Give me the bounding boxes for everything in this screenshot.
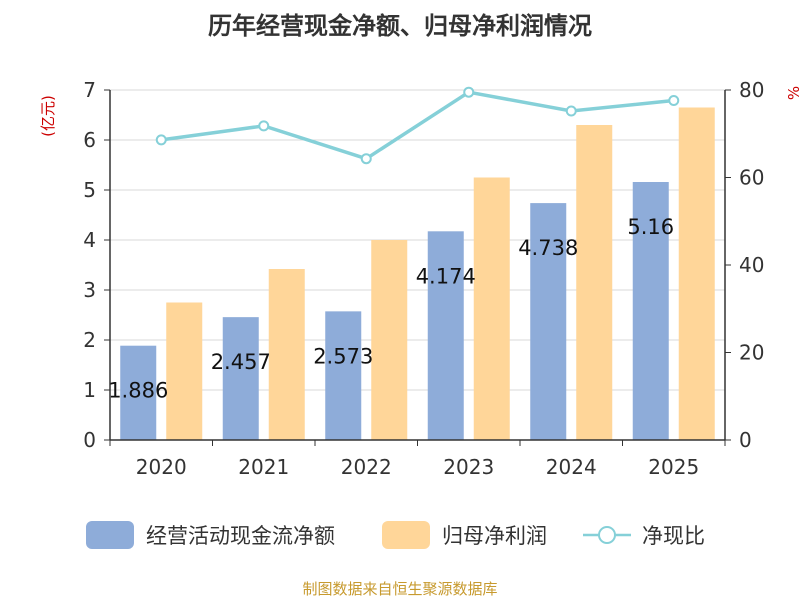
x-tick-label: 2020 xyxy=(136,455,187,479)
legend-swatch-operating-cashflow xyxy=(86,521,134,549)
bar-operating-cashflow xyxy=(222,317,259,440)
x-tick-label: 2023 xyxy=(443,455,494,479)
legend-label: 归母净利润 xyxy=(442,524,547,548)
y-tick-label: 2 xyxy=(83,328,96,352)
y2-tick-label: 20 xyxy=(739,341,764,365)
chart-title: 历年经营现金净额、归母净利润情况 xyxy=(208,12,592,40)
legend-label: 经营活动现金流净额 xyxy=(146,524,335,548)
bar-net-profit xyxy=(576,125,613,440)
y2-tick-label: 40 xyxy=(739,253,764,277)
y2-tick-label: 0 xyxy=(739,428,752,452)
legend-swatch-net-profit xyxy=(382,521,430,549)
y-tick-label: 4 xyxy=(83,228,96,252)
y-tick-label: 7 xyxy=(83,78,96,102)
bar-operating-cashflow xyxy=(120,345,157,440)
y-tick-label: 6 xyxy=(83,128,96,152)
y-tick-label: 1 xyxy=(83,378,96,402)
data-label: 2.457 xyxy=(211,350,271,374)
bar-net-profit xyxy=(371,240,408,440)
data-label: 4.738 xyxy=(518,236,578,260)
line-cash-ratio xyxy=(161,90,674,161)
data-label: 2.573 xyxy=(313,344,373,368)
line-point xyxy=(155,134,167,146)
y-tick-label: 5 xyxy=(83,178,96,202)
y2-tick-label: 80 xyxy=(739,78,764,102)
data-label: 4.174 xyxy=(416,264,476,288)
data-label: 5.16 xyxy=(627,215,674,239)
legend-label: 净现比 xyxy=(642,524,705,548)
y2-axis-unit-label: % xyxy=(785,86,800,100)
line-point xyxy=(258,120,270,132)
y-axis-unit-label: (亿元) xyxy=(39,95,57,137)
bar-net-profit xyxy=(268,269,305,440)
bar-operating-cashflow xyxy=(427,231,464,440)
bar-net-profit xyxy=(166,302,203,440)
bar-net-profit xyxy=(678,107,715,440)
data-source-note: 制图数据来自恒生聚源数据库 xyxy=(302,580,498,598)
legend-marker-cash-ratio xyxy=(598,526,616,544)
x-tick-label: 2024 xyxy=(546,455,597,479)
y2-tick-label: 60 xyxy=(739,166,764,190)
bar-operating-cashflow xyxy=(632,182,669,440)
data-label: 1.886 xyxy=(108,379,168,403)
y-tick-label: 3 xyxy=(83,278,96,302)
bar-net-profit xyxy=(473,177,510,440)
x-tick-label: 2022 xyxy=(341,455,392,479)
bar-operating-cashflow xyxy=(530,203,567,440)
x-tick-label: 2021 xyxy=(238,455,289,479)
bar-operating-cashflow xyxy=(325,311,362,440)
line-point xyxy=(668,95,680,106)
line-point xyxy=(463,86,475,98)
y-tick-label: 0 xyxy=(83,428,96,452)
x-tick-label: 2025 xyxy=(648,455,699,479)
line-point xyxy=(565,105,577,117)
line-point xyxy=(360,153,372,165)
